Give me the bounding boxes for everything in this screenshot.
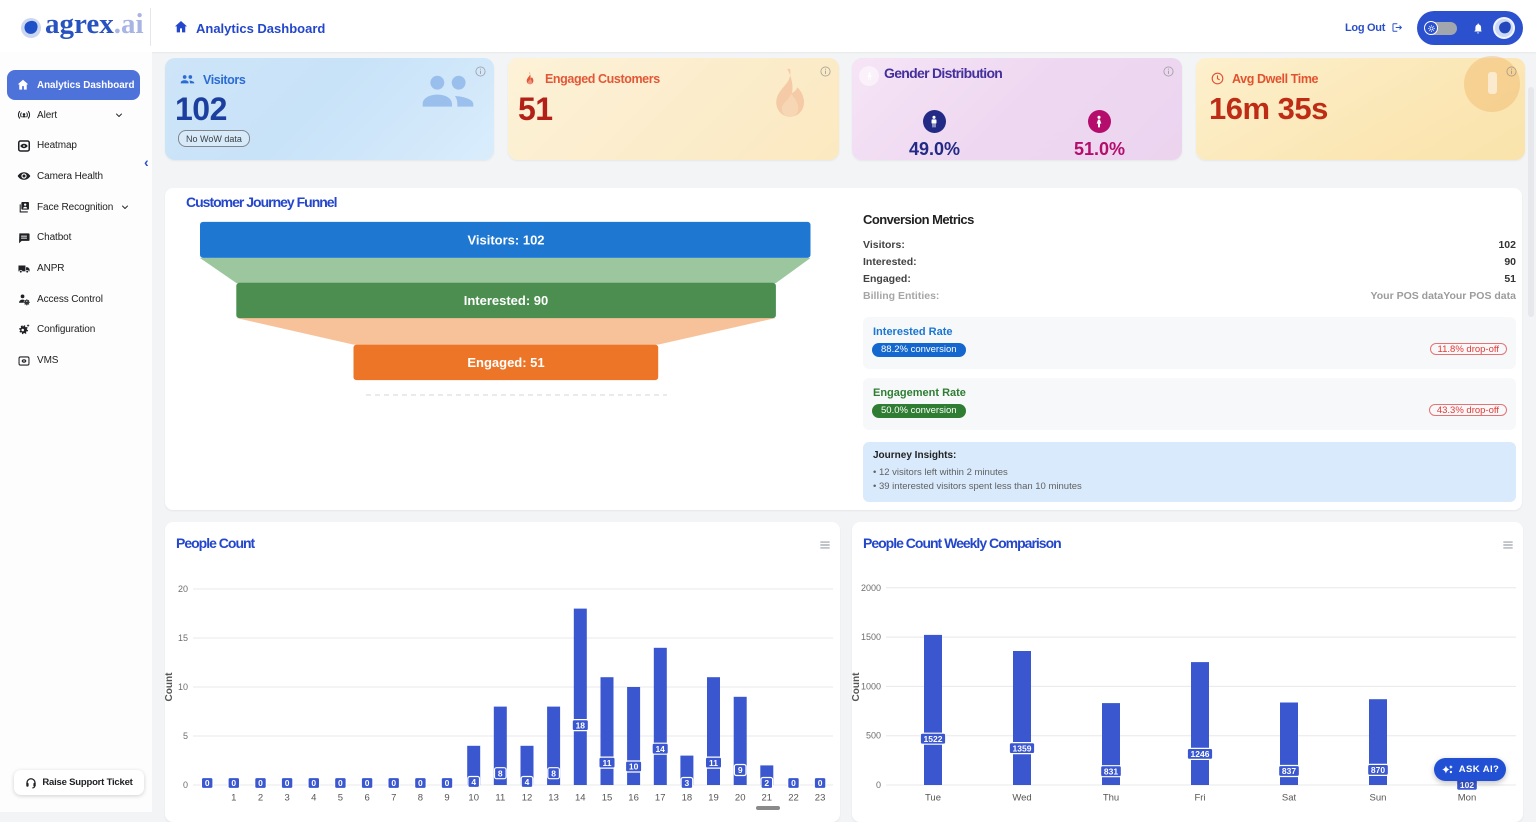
svg-text:15: 15: [602, 793, 613, 804]
svg-text:2: 2: [258, 793, 263, 804]
svg-text:19: 19: [708, 793, 719, 804]
svg-text:102: 102: [1460, 780, 1474, 790]
svg-text:12: 12: [522, 793, 533, 804]
svg-text:8: 8: [418, 793, 423, 804]
svg-text:22: 22: [788, 793, 799, 804]
svg-text:8: 8: [498, 768, 503, 778]
svg-text:837: 837: [1282, 766, 1296, 776]
svg-text:4: 4: [311, 793, 316, 804]
svg-text:Engaged: 51: Engaged: 51: [467, 355, 544, 370]
svg-text:14: 14: [655, 744, 665, 754]
svg-text:Count: Count: [165, 672, 175, 702]
svg-text:2000: 2000: [861, 583, 881, 593]
svg-text:8: 8: [551, 768, 556, 778]
svg-text:5: 5: [183, 731, 188, 741]
svg-text:11: 11: [603, 758, 612, 768]
svg-text:Count: Count: [852, 672, 862, 702]
svg-text:Fri: Fri: [1194, 793, 1205, 804]
svg-text:10: 10: [629, 762, 639, 772]
svg-text:0: 0: [445, 778, 450, 788]
svg-text:Mon: Mon: [1458, 793, 1476, 804]
svg-text:6: 6: [364, 793, 369, 804]
svg-text:15: 15: [178, 633, 188, 643]
svg-text:1500: 1500: [861, 632, 881, 642]
svg-text:3: 3: [685, 778, 690, 788]
svg-text:5: 5: [338, 793, 343, 804]
svg-text:3: 3: [284, 793, 289, 804]
svg-text:11: 11: [709, 758, 718, 768]
svg-text:0: 0: [311, 778, 316, 788]
svg-text:Tue: Tue: [925, 793, 941, 804]
svg-text:500: 500: [866, 731, 881, 741]
svg-text:9: 9: [444, 793, 449, 804]
svg-text:0: 0: [791, 778, 796, 788]
svg-text:0: 0: [418, 778, 423, 788]
svg-text:0: 0: [258, 778, 263, 788]
svg-text:1246: 1246: [1191, 749, 1210, 759]
svg-text:21: 21: [762, 793, 773, 804]
svg-text:Thu: Thu: [1103, 793, 1119, 804]
svg-text:23: 23: [815, 793, 826, 804]
svg-text:7: 7: [391, 793, 396, 804]
svg-text:0: 0: [876, 780, 881, 790]
svg-text:4: 4: [471, 777, 476, 787]
svg-text:0: 0: [391, 778, 396, 788]
svg-text:0: 0: [231, 778, 236, 788]
svg-text:16: 16: [628, 793, 639, 804]
svg-text:2: 2: [764, 778, 769, 788]
svg-text:0: 0: [818, 778, 823, 788]
svg-text:Sat: Sat: [1282, 793, 1297, 804]
svg-text:18: 18: [576, 720, 586, 730]
svg-text:0: 0: [183, 780, 188, 790]
svg-text:870: 870: [1371, 765, 1385, 775]
svg-text:0: 0: [285, 778, 290, 788]
svg-text:10: 10: [468, 793, 479, 804]
svg-text:Interested: 90: Interested: 90: [464, 293, 549, 308]
svg-text:20: 20: [735, 793, 746, 804]
svg-text:4: 4: [525, 777, 530, 787]
svg-text:0: 0: [338, 778, 343, 788]
svg-text:0: 0: [205, 778, 210, 788]
svg-text:10: 10: [178, 682, 188, 692]
svg-text:1000: 1000: [861, 681, 881, 691]
svg-text:1: 1: [231, 793, 236, 804]
svg-text:18: 18: [682, 793, 693, 804]
svg-text:831: 831: [1104, 766, 1118, 776]
svg-text:9: 9: [738, 765, 743, 775]
svg-text:1522: 1522: [924, 734, 943, 744]
svg-text:14: 14: [575, 793, 586, 804]
svg-text:Visitors: 102: Visitors: 102: [467, 233, 544, 248]
svg-text:11: 11: [495, 793, 505, 804]
svg-text:0: 0: [365, 778, 370, 788]
svg-text:Sun: Sun: [1370, 793, 1387, 804]
svg-text:13: 13: [548, 793, 559, 804]
svg-text:17: 17: [655, 793, 666, 804]
svg-text:Wed: Wed: [1012, 793, 1031, 804]
svg-text:20: 20: [178, 584, 188, 594]
svg-text:1359: 1359: [1013, 743, 1032, 753]
